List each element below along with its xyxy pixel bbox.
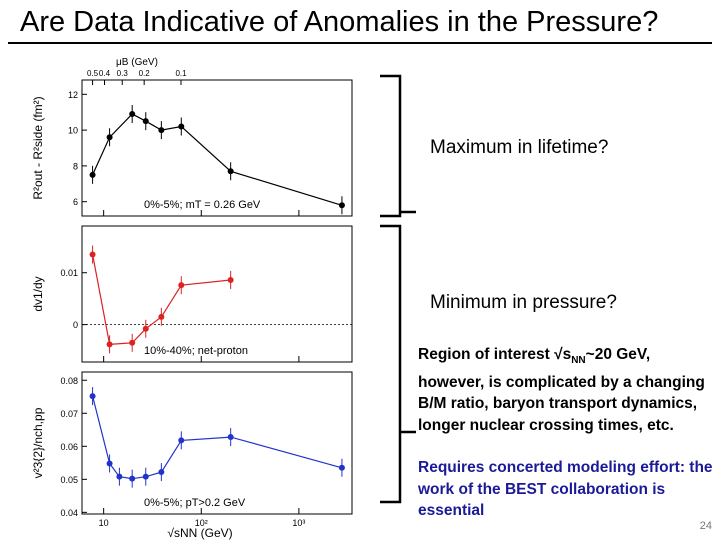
data-point — [89, 251, 96, 258]
data-point — [142, 325, 149, 332]
data-point — [338, 464, 345, 471]
data-point — [227, 434, 234, 441]
data-point — [142, 118, 149, 125]
panel-frame — [81, 371, 353, 515]
modeling-effort-paragraph: Requires concerted modeling effort: the … — [418, 459, 713, 519]
data-point — [158, 469, 165, 476]
series-line — [92, 113, 343, 206]
y-tick-label: 0.06 — [60, 442, 78, 452]
y-axis-label: v²3{2}/nch,pp — [31, 407, 45, 478]
data-point — [116, 473, 123, 480]
x-tick-label: 10³ — [292, 518, 305, 528]
top-tick-label: 0.2 — [139, 69, 151, 78]
top-axis-label: μB (GeV) — [116, 57, 158, 68]
panel-annotation: 10%-40%; net-proton — [144, 345, 248, 357]
data-point — [178, 437, 185, 444]
y-axis-label: R²out - R²side (fm²) — [31, 96, 45, 199]
title-underline — [8, 42, 712, 44]
para1-prefix: Region of interest √s — [418, 346, 572, 363]
x-tick-label: 10² — [195, 518, 208, 528]
y-tick-label: 12 — [68, 90, 78, 100]
data-point — [129, 339, 136, 346]
x-axis-label: √sNN (GeV) — [167, 526, 232, 540]
y-axis-label: dv1/dy — [31, 276, 45, 311]
series-line — [92, 254, 231, 346]
y-tick-label: 0.07 — [60, 409, 78, 419]
y-tick-label: 0.08 — [60, 376, 78, 386]
slide-title: Are Data Indicative of Anomalies in the … — [20, 6, 659, 38]
series-line — [92, 395, 343, 480]
top-tick-label: 0.4 — [99, 69, 111, 78]
page-number: 24 — [699, 520, 712, 532]
data-point — [178, 123, 185, 130]
top-tick-label: 0.1 — [175, 69, 187, 78]
data-point — [89, 171, 96, 178]
data-point — [142, 473, 149, 480]
data-point — [89, 393, 96, 400]
y-tick-label: 0.01 — [60, 268, 78, 278]
data-point — [227, 168, 234, 175]
x-tick-label: 10 — [99, 518, 109, 528]
data-point — [106, 460, 113, 467]
y-tick-label: 8 — [73, 161, 78, 171]
callout-maximum-lifetime: Maximum in lifetime? — [430, 137, 609, 158]
panel-frame — [81, 79, 353, 217]
data-point — [106, 341, 113, 348]
data-point — [106, 134, 113, 141]
panel-top: 6 8 10 12 R²out - R²side (fm²) 0%-5%; mT = 0.… — [31, 57, 353, 217]
region-of-interest-paragraph: Region of interest √sNN~20 GeV, however,… — [418, 344, 714, 436]
y-tick-label: 0.05 — [60, 475, 78, 485]
y-tick-label: 10 — [68, 126, 78, 136]
callout-minimum-pressure: Minimum in pressure? — [430, 292, 617, 313]
data-point — [227, 276, 234, 283]
figure: 6 8 10 12 R²out - R²side (fm²) 0%-5%; mT = 0.… — [31, 57, 353, 540]
data-point — [129, 475, 136, 482]
para1-rest: ~20 GeV, however, is complicated by a ch… — [418, 346, 705, 434]
para1-subscript: NN — [571, 355, 586, 367]
y-tick-label: 0 — [73, 320, 78, 330]
top-tick-label: 0.3 — [117, 69, 129, 78]
y-tick-label: 6 — [73, 197, 78, 207]
y-tick-label: 0.04 — [60, 508, 78, 518]
data-point — [158, 313, 165, 320]
data-point — [178, 282, 185, 289]
data-point — [158, 127, 165, 134]
panel-middle: 0 0.01 dv1/dy 10%-40%; net-proton — [31, 225, 353, 363]
data-point — [338, 202, 345, 209]
panel-frame — [81, 225, 353, 363]
panel-annotation: 0%-5%; pT>0.2 GeV — [144, 497, 246, 509]
panel-annotation: 0%-5%; mT = 0.26 GeV — [144, 199, 261, 211]
data-point — [129, 111, 136, 117]
bracket-lines — [380, 74, 416, 504]
panel-bottom: 0.04 0.05 0.06 0.07 0.08 v²3{2}/nch,pp 0%-5%; … — [31, 371, 353, 540]
top-tick-label: 0.5 — [87, 69, 99, 78]
